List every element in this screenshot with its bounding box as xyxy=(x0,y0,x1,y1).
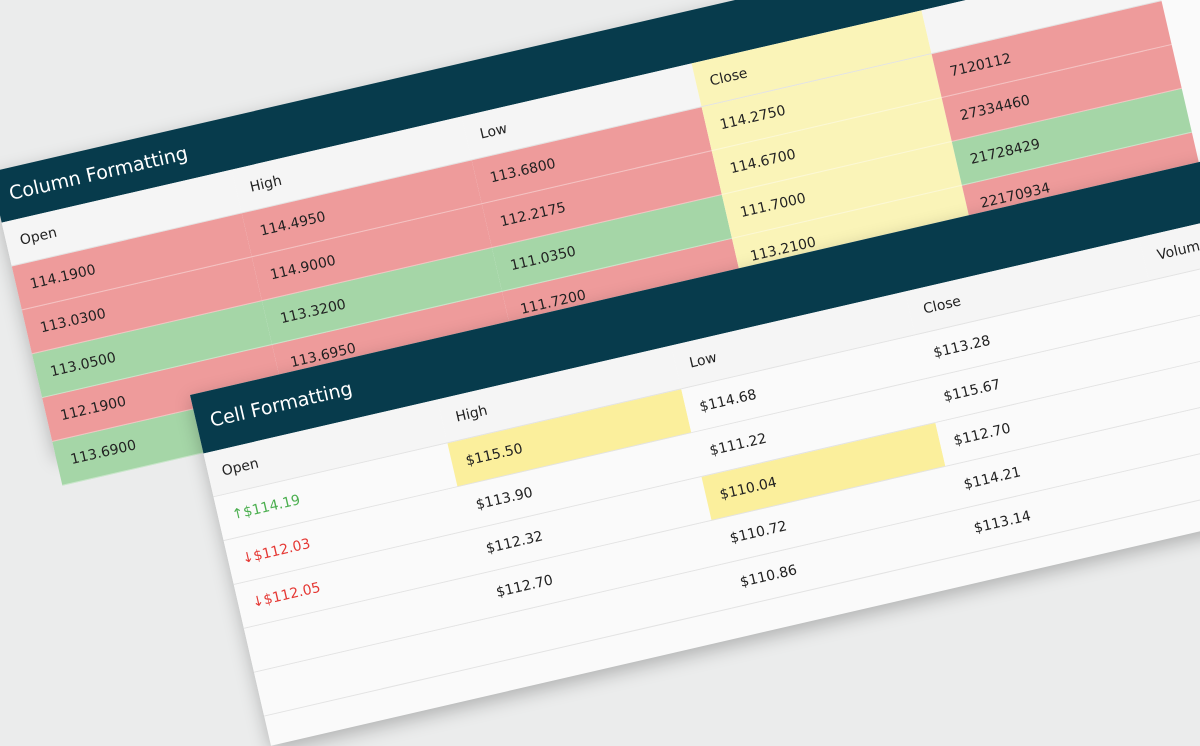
page: Column Formatting Open High Low Close 114.19… xyxy=(0,0,1200,746)
